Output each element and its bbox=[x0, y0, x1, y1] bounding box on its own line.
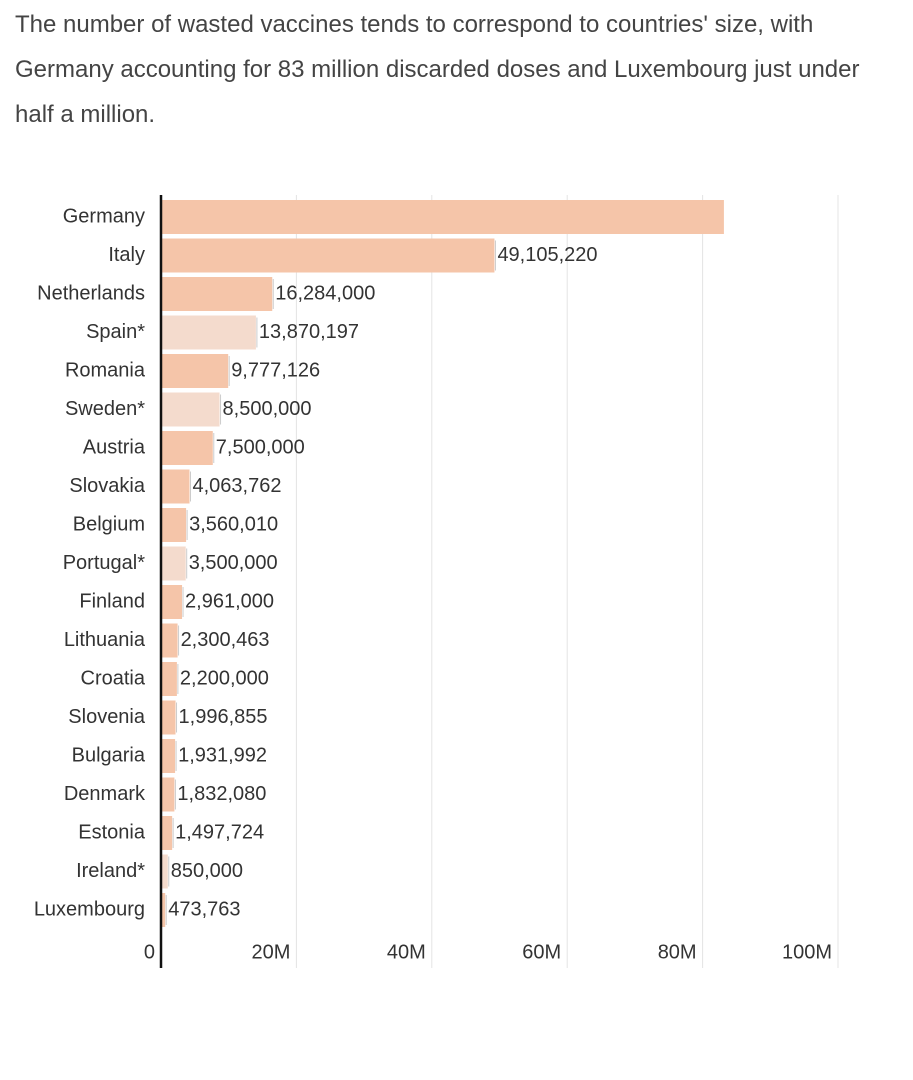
bar bbox=[162, 662, 177, 696]
value-label: 1,996,855 bbox=[179, 706, 268, 728]
bar bbox=[162, 546, 186, 581]
bar bbox=[162, 431, 213, 465]
bar bbox=[162, 315, 256, 350]
value-label: 13,870,197 bbox=[259, 321, 359, 343]
bar bbox=[162, 585, 183, 619]
value-label: 2,300,463 bbox=[181, 629, 270, 651]
value-label: 16,284,000 bbox=[275, 282, 375, 304]
y-tick-label: Romania bbox=[65, 359, 146, 381]
y-tick-label: Germany bbox=[63, 205, 145, 227]
value-label: 8,500,000 bbox=[223, 398, 312, 420]
x-tick-label: 40M bbox=[387, 941, 426, 963]
value-label: 9,777,126 bbox=[231, 359, 320, 381]
bar bbox=[162, 700, 176, 735]
bar bbox=[162, 739, 176, 773]
bar bbox=[162, 854, 168, 889]
value-label: 49,105,220 bbox=[497, 244, 597, 266]
value-label: 3,500,000 bbox=[189, 552, 278, 574]
bar bbox=[162, 893, 166, 927]
y-tick-label: Netherlands bbox=[37, 282, 145, 304]
y-tick-label: Ireland* bbox=[76, 860, 145, 882]
x-tick-label: 60M bbox=[522, 941, 561, 963]
y-tick-label: Finland bbox=[79, 590, 145, 612]
bar bbox=[162, 777, 175, 812]
bar bbox=[162, 277, 273, 311]
bar bbox=[162, 238, 495, 273]
value-label: 2,961,000 bbox=[185, 590, 274, 612]
y-tick-label: Croatia bbox=[81, 667, 146, 689]
y-tick-label: Bulgaria bbox=[72, 744, 146, 766]
bar bbox=[162, 623, 178, 658]
y-tick-label: Sweden* bbox=[65, 398, 145, 420]
value-label: 2,200,000 bbox=[180, 667, 269, 689]
x-tick-label: 100M bbox=[782, 941, 832, 963]
y-tick-label: Austria bbox=[83, 436, 146, 458]
value-label: 1,931,992 bbox=[178, 744, 267, 766]
bar bbox=[162, 200, 724, 234]
value-label: 7,500,000 bbox=[216, 436, 305, 458]
y-tick-label: Italy bbox=[108, 244, 145, 266]
bar bbox=[162, 469, 190, 504]
y-tick-label: Portugal* bbox=[63, 552, 145, 574]
value-label: 850,000 bbox=[171, 860, 243, 882]
y-tick-label: Spain* bbox=[86, 321, 145, 343]
bar bbox=[162, 354, 229, 388]
y-tick-label: Lithuania bbox=[64, 629, 146, 651]
y-tick-label: Denmark bbox=[64, 783, 146, 805]
value-label: 4,063,762 bbox=[193, 475, 282, 497]
y-tick-label: Belgium bbox=[73, 513, 145, 535]
y-tick-label: Estonia bbox=[78, 821, 146, 843]
value-label: 473,763 bbox=[168, 898, 240, 920]
y-tick-label: Slovakia bbox=[69, 475, 145, 497]
x-tick-label: 20M bbox=[251, 941, 290, 963]
bar bbox=[162, 392, 220, 427]
y-tick-label: Luxembourg bbox=[34, 898, 145, 920]
value-label: 1,497,724 bbox=[175, 821, 264, 843]
y-tick-label: Slovenia bbox=[68, 706, 146, 728]
intro-text: The number of wasted vaccines tends to c… bbox=[15, 11, 860, 128]
bar bbox=[162, 508, 187, 542]
bar bbox=[162, 816, 173, 850]
value-label: 1,832,080 bbox=[177, 783, 266, 805]
x-tick-label: 80M bbox=[658, 941, 697, 963]
value-label: 3,560,010 bbox=[189, 513, 278, 535]
x-tick-label: 0 bbox=[144, 941, 155, 963]
